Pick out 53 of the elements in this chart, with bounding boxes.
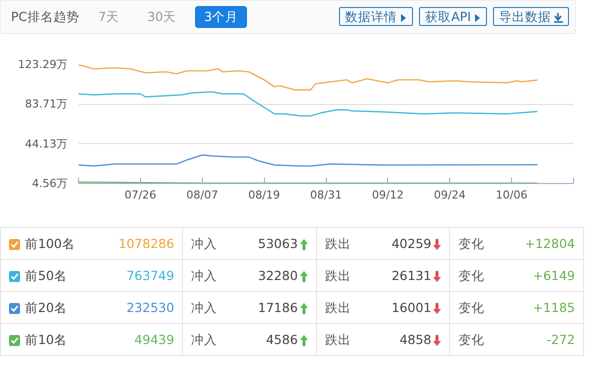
text: 冲入 bbox=[191, 332, 218, 347]
text: 跌出 bbox=[324, 300, 351, 315]
x-tick-label: 09/24 bbox=[434, 188, 466, 202]
text: 跌出 bbox=[324, 332, 351, 347]
text: 30天 bbox=[146, 8, 178, 26]
text: +6149 bbox=[532, 266, 575, 284]
text: 数据详情 bbox=[339, 6, 414, 26]
text: 变化 bbox=[458, 236, 484, 251]
line-series bbox=[78, 154, 538, 167]
text: 232530 bbox=[126, 298, 174, 316]
text: 4858 bbox=[400, 330, 432, 348]
text: 获取API bbox=[419, 6, 487, 26]
text: 3个月 bbox=[195, 6, 248, 28]
x-tick-label: 09/12 bbox=[372, 188, 404, 202]
text: 变化 bbox=[458, 300, 484, 315]
text: 变化 bbox=[458, 332, 484, 347]
legend-label: 前20名 bbox=[25, 300, 67, 315]
text: 变化 bbox=[458, 268, 484, 283]
text: 冲入 bbox=[191, 236, 218, 251]
legend-label: 前100名 bbox=[25, 236, 75, 251]
y-tick-label: 83.71万 bbox=[25, 98, 68, 111]
text: 7天 bbox=[97, 8, 120, 26]
y-tick-label: 123.29万 bbox=[18, 58, 68, 71]
x-tick-label: 08/07 bbox=[186, 188, 218, 202]
legend-label: 前10名 bbox=[25, 332, 67, 347]
text: 763749 bbox=[126, 266, 174, 284]
text: 4586 bbox=[266, 330, 299, 348]
text: 16001 bbox=[392, 298, 432, 316]
text: 冲入 bbox=[191, 268, 218, 283]
x-tick-label: 07/26 bbox=[124, 188, 156, 202]
text: 40259 bbox=[392, 234, 432, 252]
text: 导出数据 bbox=[493, 6, 569, 26]
text: 49439 bbox=[134, 330, 174, 348]
text: +12804 bbox=[524, 234, 575, 252]
line-series bbox=[78, 91, 538, 117]
text: +1185 bbox=[532, 298, 575, 316]
text: 1078286 bbox=[118, 234, 174, 252]
chart-title: PC排名趋势 bbox=[11, 8, 80, 26]
text: 跌出 bbox=[324, 268, 351, 283]
text: 跌出 bbox=[324, 236, 351, 251]
text: -272 bbox=[546, 330, 575, 348]
text: 32280 bbox=[258, 266, 299, 284]
x-tick-label: 08/19 bbox=[248, 188, 280, 202]
x-tick-label: 10/06 bbox=[496, 188, 528, 202]
y-tick-label: 4.56万 bbox=[32, 177, 68, 190]
text: 53063 bbox=[258, 234, 299, 252]
line-series bbox=[78, 64, 538, 90]
legend-label: 前50名 bbox=[25, 268, 67, 283]
text: 冲入 bbox=[191, 300, 218, 315]
text: 17186 bbox=[258, 298, 299, 316]
text: 26131 bbox=[392, 266, 432, 284]
y-tick-label: 44.13万 bbox=[25, 137, 68, 150]
x-tick-label: 08/31 bbox=[310, 188, 342, 202]
